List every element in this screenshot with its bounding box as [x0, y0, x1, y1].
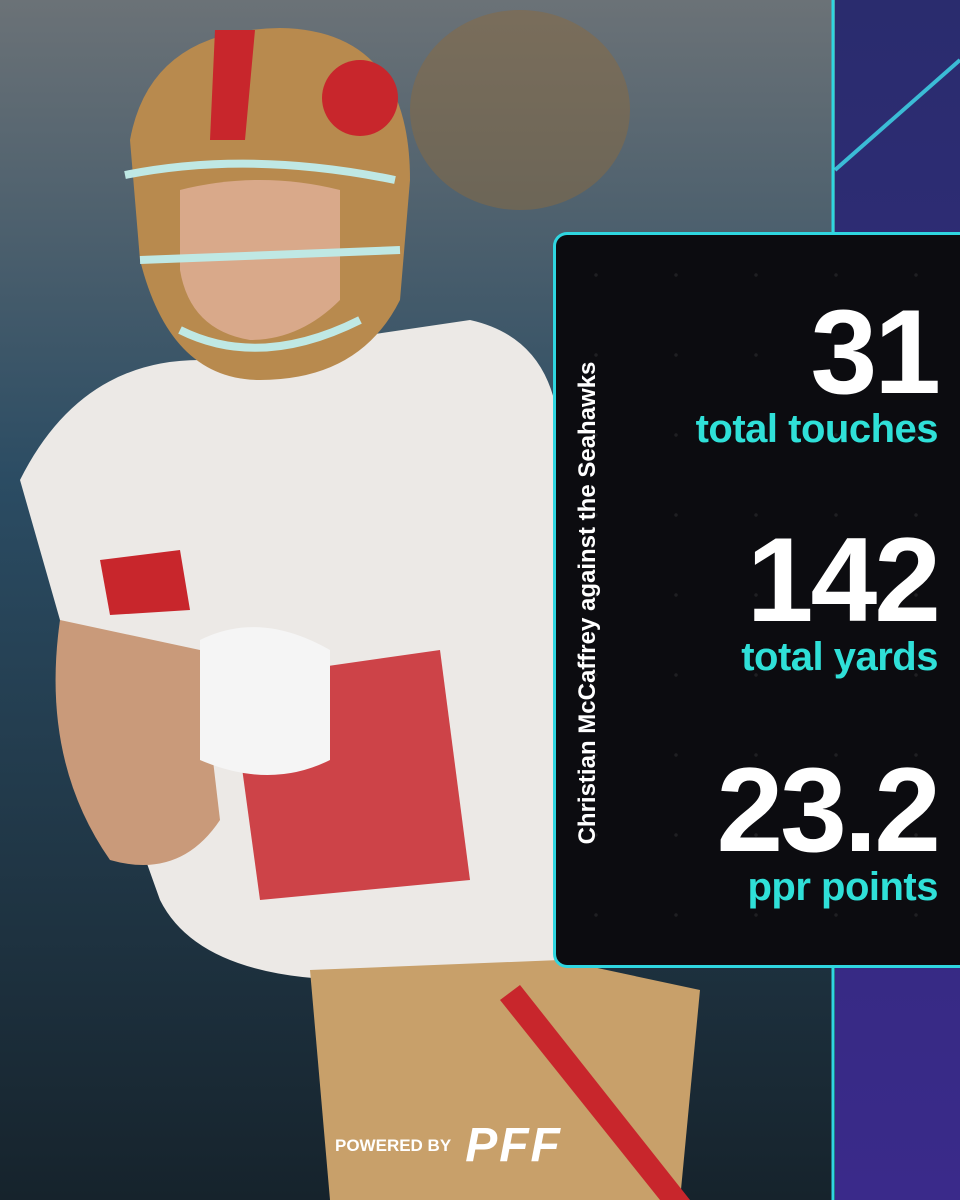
stat: 142 total yards — [741, 513, 941, 679]
caption: Christian McCaffrey against the Seahawks — [574, 361, 601, 845]
footer: POWERED BY PFF — [335, 1118, 562, 1173]
stat-value: 142 — [746, 513, 941, 647]
stat: 23.2 ppr points — [716, 743, 941, 909]
stat-value: 31 — [810, 285, 941, 419]
powered-by: POWERED BY — [335, 1135, 452, 1155]
stat-value: 23.2 — [716, 743, 941, 877]
stat-label: total yards — [741, 635, 938, 679]
stat-label: ppr points — [747, 865, 938, 909]
stats-panel: Christian McCaffrey against the Seahawks… — [553, 232, 960, 968]
stat-label: total touches — [695, 407, 939, 451]
stat: 31 total touches — [695, 285, 941, 451]
brand-logo: PFF — [465, 1119, 562, 1172]
